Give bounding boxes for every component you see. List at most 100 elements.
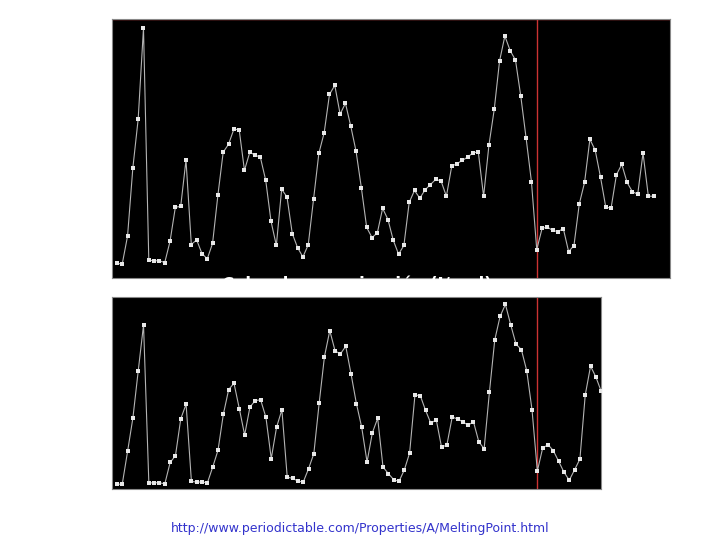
Point: [271, 423, 282, 431]
Point: [366, 233, 378, 242]
Point: [382, 215, 394, 224]
Point: [319, 352, 330, 361]
Point: [202, 478, 213, 487]
Point: [505, 321, 516, 329]
Point: [606, 204, 617, 212]
Point: [521, 134, 532, 143]
Point: [255, 395, 266, 404]
Point: [223, 385, 235, 394]
Point: [356, 423, 367, 431]
Point: [521, 366, 533, 375]
Point: [265, 217, 276, 226]
Point: [138, 24, 149, 32]
Point: [505, 46, 516, 55]
Point: [276, 406, 288, 414]
Point: [117, 260, 128, 268]
Point: [180, 156, 192, 164]
Point: [197, 478, 208, 487]
Point: [132, 115, 144, 124]
Point: [568, 241, 580, 250]
Point: [488, 105, 500, 114]
X-axis label: Atomic Number: Atomic Number: [313, 512, 400, 522]
Point: [138, 321, 149, 329]
Point: [388, 475, 400, 484]
Point: [244, 403, 256, 411]
Point: [431, 415, 442, 424]
Point: [148, 478, 160, 487]
Point: [478, 192, 490, 201]
Point: [297, 478, 309, 487]
Point: [127, 164, 139, 172]
Point: [600, 405, 612, 414]
Point: [186, 477, 197, 486]
Point: [282, 472, 293, 481]
Point: [500, 300, 511, 309]
Point: [494, 57, 505, 65]
Point: [446, 413, 458, 421]
Point: [222, 140, 234, 149]
Point: [313, 399, 325, 408]
Point: [499, 32, 510, 40]
X-axis label: Atomic Number: Atomic Number: [347, 301, 434, 311]
Point: [212, 446, 224, 455]
Point: [580, 391, 591, 400]
Point: [159, 258, 171, 267]
Point: [239, 166, 251, 174]
Point: [451, 159, 463, 168]
Point: [292, 244, 303, 252]
Point: [356, 184, 367, 192]
Point: [516, 345, 527, 354]
Point: [351, 399, 362, 408]
Point: [186, 240, 197, 249]
Point: [483, 141, 495, 150]
Point: [366, 428, 378, 437]
Y-axis label: Melting Point (°C): Melting Point (°C): [64, 105, 73, 192]
Point: [191, 478, 202, 487]
Point: [313, 149, 325, 158]
Point: [153, 256, 165, 265]
Point: [307, 195, 319, 204]
Point: [372, 228, 383, 237]
Point: [175, 414, 186, 423]
Point: [207, 239, 218, 248]
Point: [441, 192, 452, 200]
Point: [526, 177, 537, 186]
Point: [398, 241, 410, 250]
Point: [489, 335, 500, 344]
Point: [250, 396, 261, 405]
Point: [467, 148, 479, 157]
Point: [148, 256, 160, 265]
Point: [563, 247, 575, 256]
Point: [345, 122, 356, 130]
Point: [531, 245, 542, 254]
Point: [404, 449, 415, 457]
Point: [595, 173, 606, 181]
Point: [324, 90, 336, 99]
Point: [590, 146, 601, 154]
Point: [564, 476, 575, 484]
Point: [324, 326, 336, 335]
Point: [399, 465, 410, 474]
Point: [164, 237, 176, 246]
Point: [451, 415, 463, 423]
Point: [622, 400, 634, 408]
Point: [579, 178, 590, 187]
Point: [377, 463, 389, 471]
Point: [111, 259, 122, 267]
Point: [212, 191, 224, 200]
Point: [419, 185, 431, 194]
Point: [154, 478, 166, 487]
Point: [446, 162, 457, 171]
Point: [632, 190, 644, 199]
Point: [217, 148, 229, 157]
Point: [441, 441, 453, 449]
Point: [334, 110, 346, 118]
Point: [340, 99, 351, 107]
Point: [537, 444, 549, 453]
Point: [553, 457, 564, 465]
Point: [377, 204, 388, 213]
Point: [590, 373, 602, 381]
Point: [468, 417, 480, 426]
Point: [531, 467, 543, 475]
Point: [387, 236, 399, 245]
